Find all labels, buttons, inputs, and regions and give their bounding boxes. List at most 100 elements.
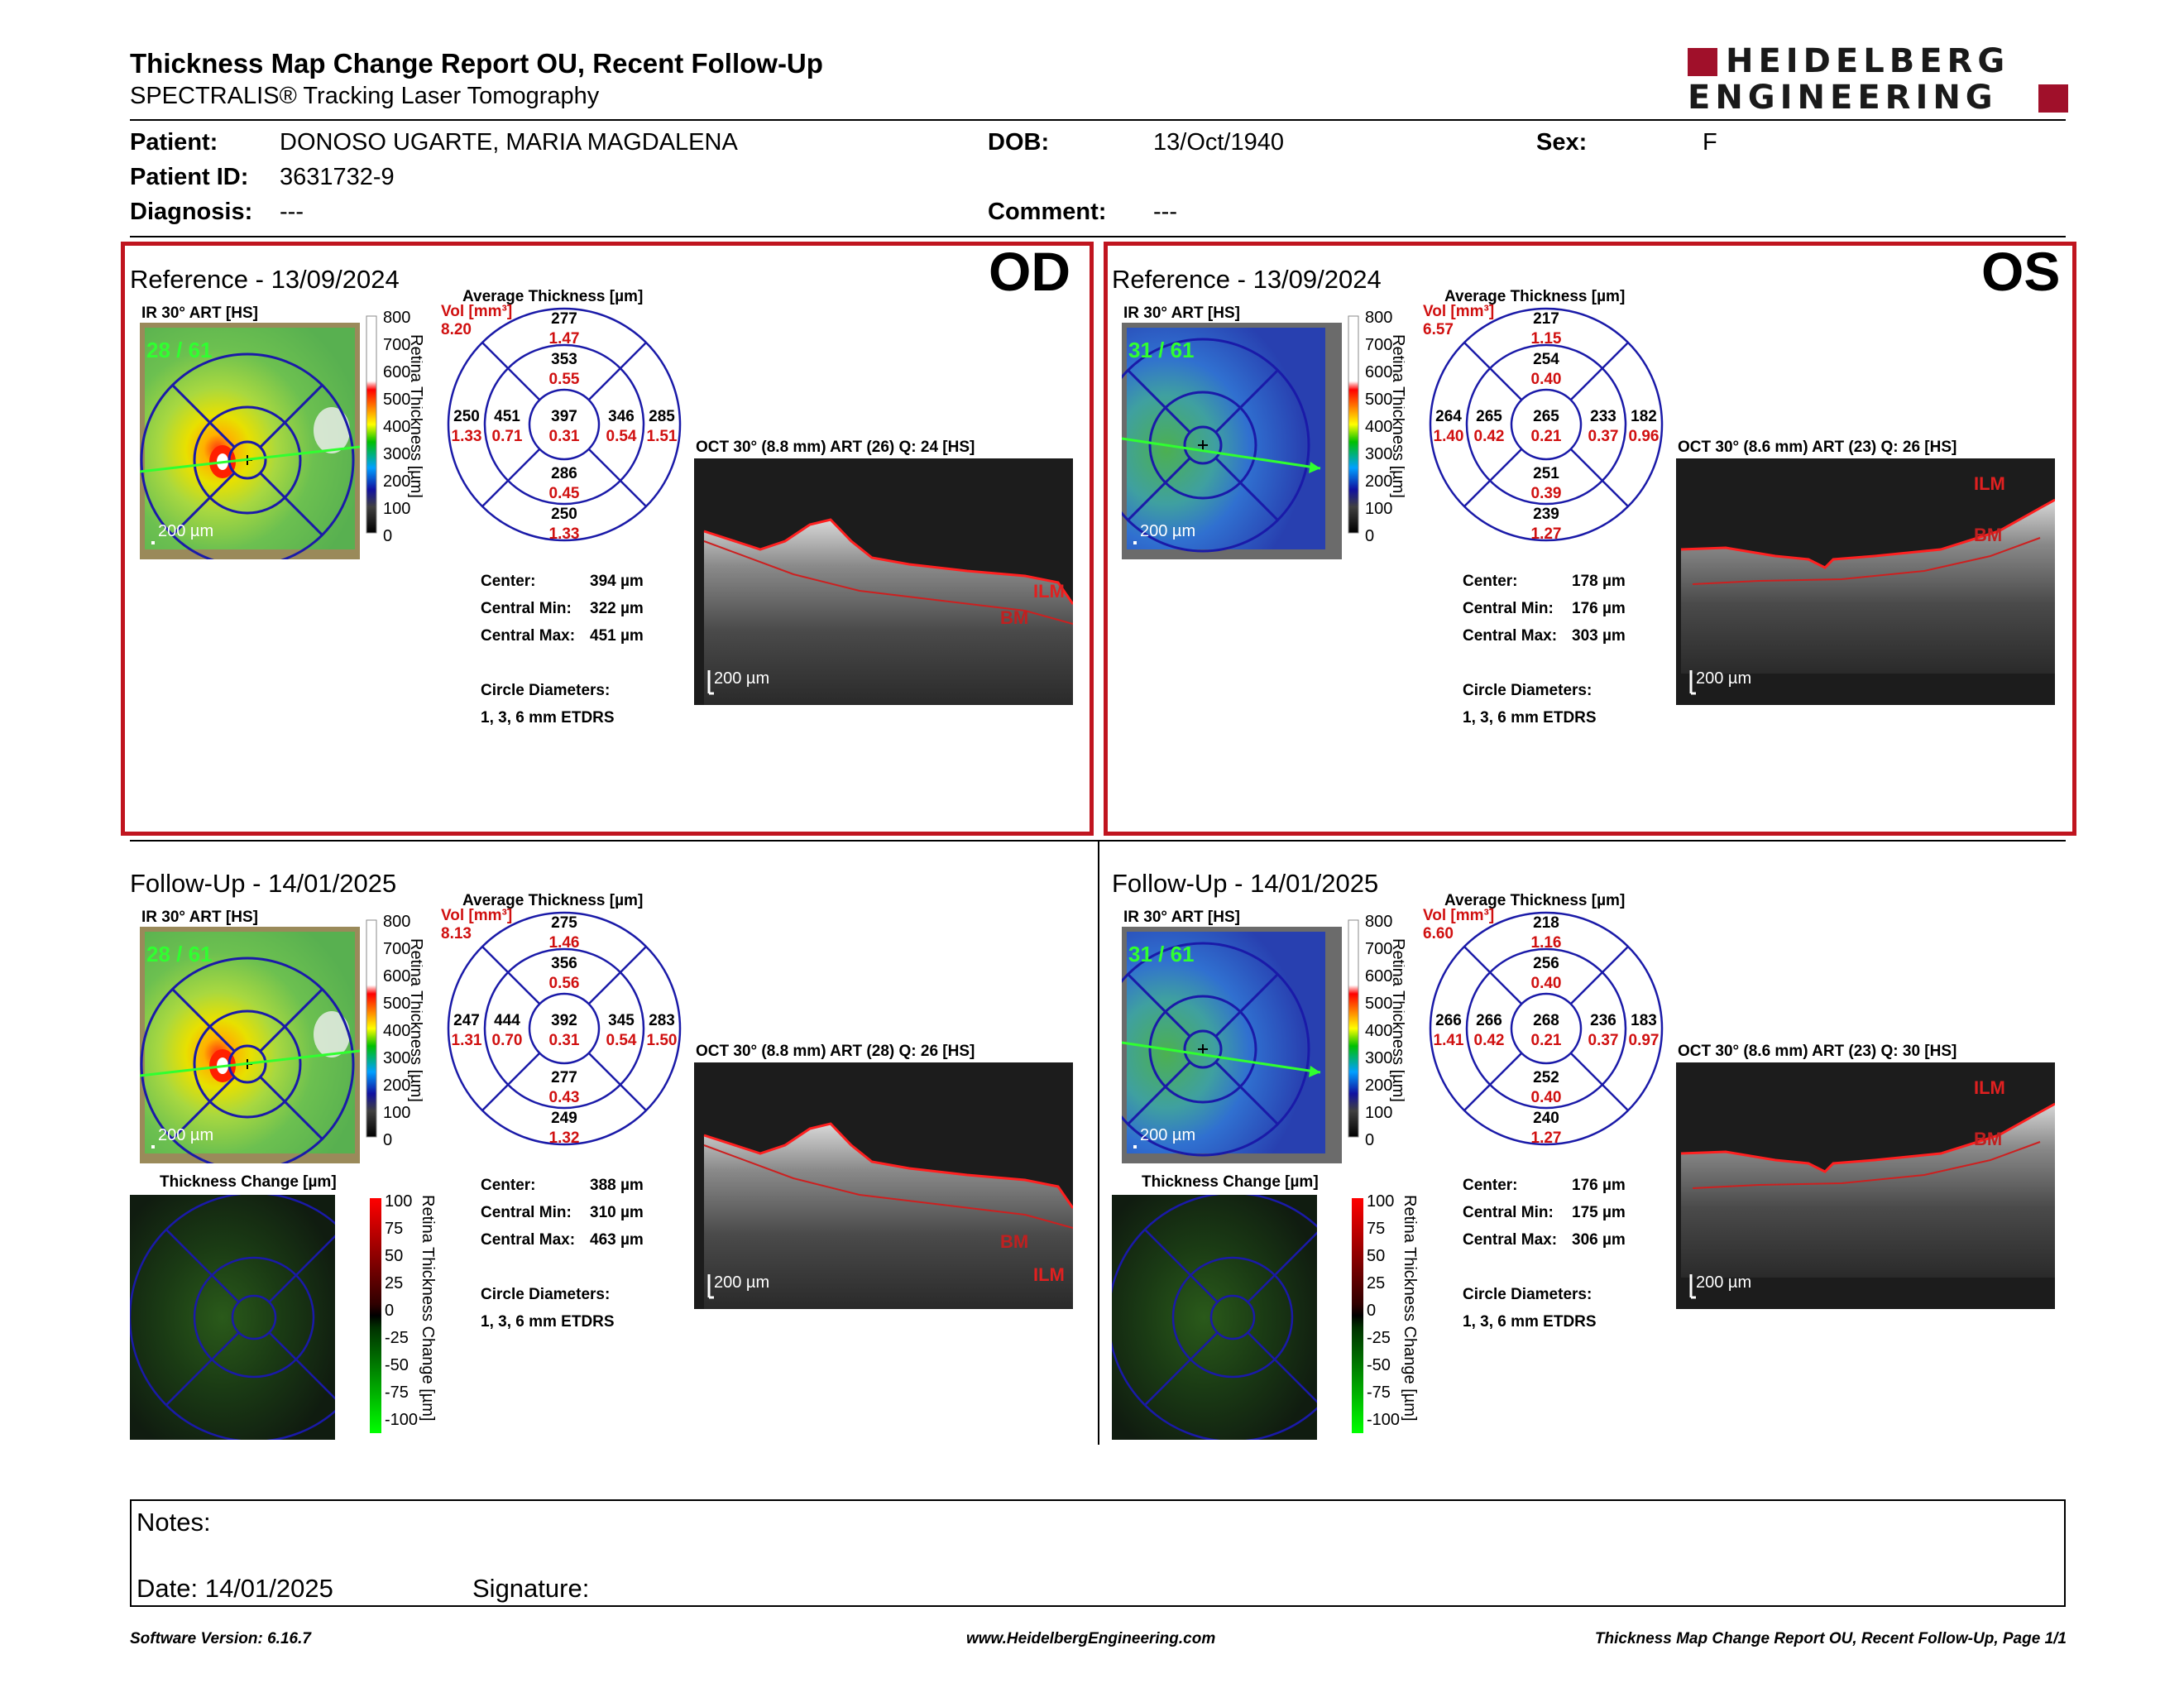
oct-bscan-image[interactable]: 200 µm ILM BM <box>1676 458 2055 705</box>
oct-scale-bar: 200 µm <box>714 669 769 688</box>
grid-thickness-ii: 286 <box>551 465 577 482</box>
change-colorbar: 100 75 50 25 0 -25 -50 -75 -100 Retina Thickness … <box>370 1195 436 1433</box>
oct-bscan-image[interactable]: 200 µm ILM BM <box>1676 1062 2055 1309</box>
grid-volume-ii: 0.40 <box>1531 1089 1562 1106</box>
vol-label: Vol [mm³] <box>1423 907 1495 924</box>
central-min-label: Central Min: <box>481 600 572 617</box>
website-link[interactable]: www.HeidelbergEngineering.com <box>966 1630 1216 1647</box>
grid-thickness-rn: 345 <box>608 1012 635 1029</box>
colorbar-tick: 800 <box>1365 915 1392 931</box>
oct-bscan-image[interactable]: 200 µm ILM BM <box>694 1062 1073 1309</box>
ir-fundus-image[interactable]: 28 / 61 200 µm <box>140 927 360 1163</box>
colorbar-tick: 600 <box>383 363 410 381</box>
frame-counter: 28 / 61 <box>146 942 213 966</box>
avg-thickness-title: Average Thickness [µm] <box>1444 288 1626 305</box>
grid-volume-rn: 0.54 <box>606 428 637 445</box>
grid-thickness-ii: 251 <box>1533 465 1559 482</box>
change-tick: 75 <box>385 1220 403 1238</box>
oct-label: OCT 30° (8.6 mm) ART (23) Q: 26 [HS] <box>1678 439 1957 456</box>
oct-label: OCT 30° (8.6 mm) ART (23) Q: 30 [HS] <box>1678 1043 1957 1060</box>
grid-volume-rn: 0.37 <box>1588 428 1619 445</box>
etdrs-grid: 397 0.31 353 0.55 277 1.47 286 0.45 250 1.33 451 0.… <box>447 307 682 543</box>
colorbar-tick: 500 <box>1365 995 1392 1013</box>
grid-thickness-io: 277 <box>551 310 577 328</box>
grid-volume-iio: 1.33 <box>549 525 580 543</box>
grid-volume-c: 0.21 <box>1531 1032 1562 1049</box>
grid-volume-is: 0.56 <box>549 975 580 992</box>
grid-thickness-io: 275 <box>551 914 577 932</box>
grid-volume-lo: 1.41 <box>1434 1032 1464 1049</box>
ir-fundus-image[interactable]: 31 / 61 200 µm <box>1122 927 1342 1163</box>
colorbar-tick: 500 <box>383 391 410 409</box>
grid-volume-ln: 0.42 <box>1474 1032 1505 1049</box>
ir-scale-bar: 200 µm <box>158 1126 213 1144</box>
circle-diameters-value: 1, 3, 6 mm ETDRS <box>481 709 615 727</box>
circle-diameters-label: Circle Diameters: <box>1463 682 1592 699</box>
grid-thickness-ro: 283 <box>649 1012 675 1029</box>
frame-counter: 31 / 61 <box>1128 942 1195 966</box>
center-value: 178 µm <box>1572 573 1626 590</box>
grid-thickness-ro: 182 <box>1631 408 1657 425</box>
grid-thickness-lo: 264 <box>1435 408 1462 425</box>
grid-volume-ii: 0.39 <box>1531 485 1562 502</box>
ir-label: IR 30° ART [HS] <box>1123 305 1240 322</box>
ir-fundus-image[interactable]: 31 / 61 200 µm <box>1122 323 1342 559</box>
notes-box[interactable]: Notes: Date: 14/01/2025 Signature: <box>130 1499 2066 1607</box>
grid-volume-iio: 1.32 <box>549 1129 580 1147</box>
thickness-colorbar: 800 700 600 500 400 300 200 100 0 Retina Thicknes… <box>366 915 423 1149</box>
thickness-change-map[interactable] <box>1112 1195 1317 1440</box>
bm-label: BM <box>1000 607 1028 628</box>
thickness-change-map[interactable] <box>130 1195 335 1440</box>
thickness-colorbar: 800 700 600 500 400 300 200 100 0 Retina Thicknes… <box>366 311 423 545</box>
od-followup-title: Follow-Up - 14/01/2025 <box>130 869 397 898</box>
colorbar-tick: 600 <box>383 967 410 985</box>
grid-volume-ln: 0.42 <box>1474 428 1505 445</box>
colorbar-tick: 800 <box>1365 311 1392 327</box>
os-label: OS <box>1981 241 2061 302</box>
central-min-value: 175 µm <box>1572 1204 1626 1221</box>
ir-label: IR 30° ART [HS] <box>141 909 258 926</box>
colorbar-tick: 700 <box>383 336 410 354</box>
grid-thickness-lo: 266 <box>1435 1012 1462 1029</box>
ir-label: IR 30° ART [HS] <box>141 305 258 322</box>
grid-volume-c: 0.21 <box>1531 428 1562 445</box>
ir-fundus-image[interactable]: 28 / 61 200 µm <box>140 323 360 559</box>
signature-label: Signature: <box>472 1574 590 1603</box>
colorbar-title: Retina Thickness [µm] <box>407 334 423 498</box>
change-tick: -50 <box>1367 1356 1391 1374</box>
grid-thickness-iio: 250 <box>551 506 577 523</box>
grid-thickness-is: 256 <box>1533 955 1559 972</box>
grid-thickness-ii: 252 <box>1533 1069 1559 1086</box>
central-min-value: 310 µm <box>590 1204 644 1221</box>
patient-id-label: Patient ID: <box>130 164 249 190</box>
central-min-label: Central Min: <box>481 1204 572 1221</box>
central-max-label: Central Max: <box>481 1231 576 1249</box>
ilm-label: ILM <box>1033 581 1065 602</box>
grid-volume-ro: 0.97 <box>1629 1032 1660 1049</box>
software-version: Software Version: 6.16.7 <box>130 1630 311 1647</box>
patient-rule <box>130 236 2066 237</box>
colorbar-tick: 600 <box>1365 967 1392 985</box>
colorbar-tick: 800 <box>383 915 410 931</box>
report-subtitle: SPECTRALIS® Tracking Laser Tomography <box>130 83 600 109</box>
bm-label: BM <box>1000 1231 1028 1252</box>
os-reference-panel: Reference - 13/09/2024 IR 30° ART [HS] 31 … <box>1112 258 2080 846</box>
center-value: 176 µm <box>1572 1177 1626 1194</box>
grid-volume-lo: 1.33 <box>452 428 482 445</box>
grid-volume-ro: 1.51 <box>647 428 678 445</box>
grid-volume-ln: 0.71 <box>492 428 523 445</box>
grid-thickness-ro: 183 <box>1631 1012 1657 1029</box>
change-tick: -50 <box>385 1356 409 1374</box>
avg-thickness-title: Average Thickness [µm] <box>462 288 644 305</box>
vol-total: 6.60 <box>1423 925 1454 942</box>
os-reference-border <box>1104 242 2076 836</box>
ilm-label: ILM <box>1974 1077 2005 1098</box>
change-tick: 0 <box>385 1302 394 1320</box>
oct-bscan-image[interactable]: 200 µm ILM BM <box>694 458 1073 705</box>
od-reference-title: Reference - 13/09/2024 <box>130 265 400 294</box>
colorbar-tick: 400 <box>383 1022 410 1040</box>
colorbar-tick: 100 <box>1365 1104 1392 1122</box>
grid-volume-c: 0.31 <box>549 1032 580 1049</box>
report-title: Thickness Map Change Report OU, Recent F… <box>130 48 823 79</box>
colorbar-tick: 0 <box>383 1131 392 1149</box>
